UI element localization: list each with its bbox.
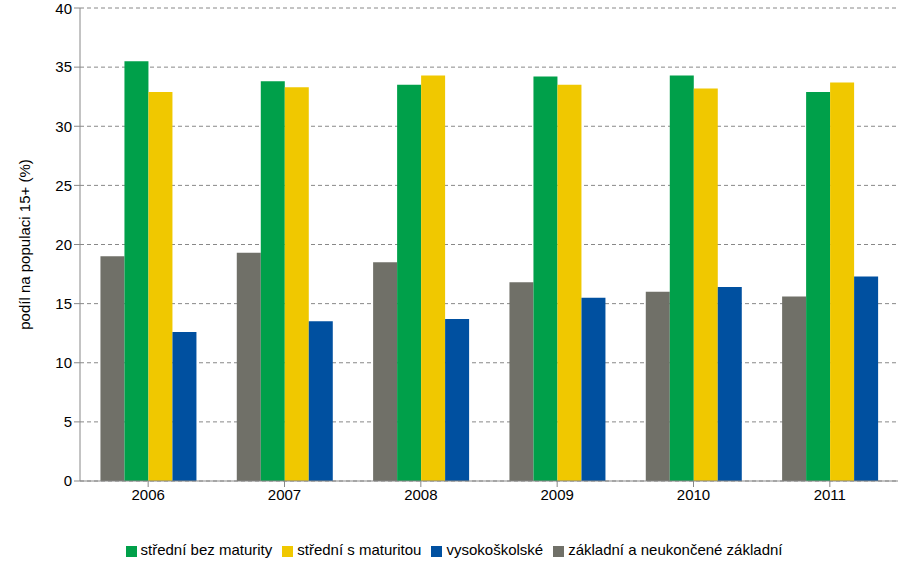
svg-text:podíl na populaci 15+ (%): podíl na populaci 15+ (%) xyxy=(16,159,33,330)
svg-text:2009: 2009 xyxy=(540,486,573,503)
svg-text:35: 35 xyxy=(55,58,72,75)
html-text:základní a neukončené základní: základní a neukončené základní xyxy=(568,541,783,558)
svg-text:30: 30 xyxy=(55,118,72,135)
html-text:střední s maturitou: střední s maturitou xyxy=(297,541,422,558)
svg-text:20: 20 xyxy=(55,236,72,253)
svg-text:2010: 2010 xyxy=(677,486,710,503)
svg-text:2007: 2007 xyxy=(268,486,301,503)
svg-text:15: 15 xyxy=(55,295,72,312)
svg-text:40: 40 xyxy=(55,0,72,17)
svg-text:2006: 2006 xyxy=(131,486,164,503)
html-text:střední bez maturity: střední bez maturity xyxy=(140,541,273,558)
svg-text:2008: 2008 xyxy=(404,486,437,503)
svg-text:25: 25 xyxy=(55,177,72,194)
svg-text:0: 0 xyxy=(64,472,72,489)
svg-text:5: 5 xyxy=(64,413,72,430)
svg-text:10: 10 xyxy=(55,354,72,371)
svg-text:2011: 2011 xyxy=(814,486,846,503)
html-text:vysokoškolské: vysokoškolské xyxy=(446,541,544,558)
